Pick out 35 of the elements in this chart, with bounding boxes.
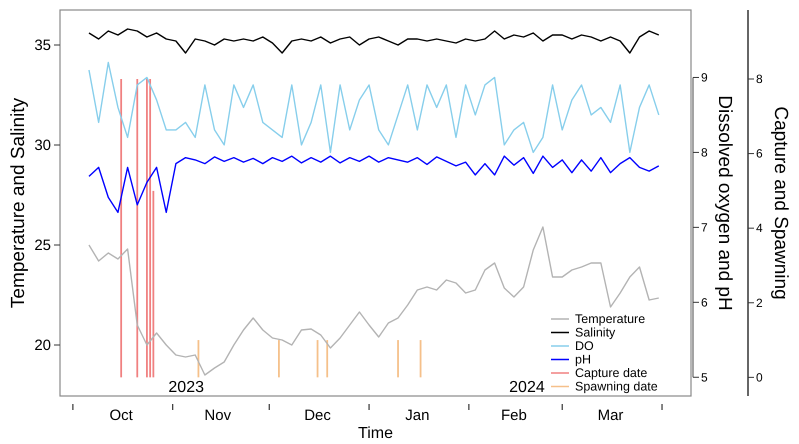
- annotation: 2023: [168, 379, 204, 396]
- y2-tick-label: 6: [701, 295, 708, 310]
- x-tick-label: Jan: [405, 407, 430, 424]
- legend-label: Temperature: [575, 312, 646, 326]
- x-axis-title: Time: [358, 425, 394, 442]
- x-tick-label: Mar: [598, 407, 624, 424]
- line-series: [88, 28, 660, 54]
- line-series: [88, 155, 660, 214]
- y2-tick-label: 7: [701, 220, 708, 234]
- y-tick-label: 30: [34, 137, 51, 154]
- line-series: [88, 62, 660, 154]
- y-tick-label: 20: [34, 337, 51, 354]
- legend-label: Salinity: [575, 326, 616, 340]
- y3-tick-label: 2: [756, 296, 763, 310]
- x-tick-label: Oct: [109, 407, 134, 424]
- legend-label: pH: [575, 352, 591, 366]
- x-tick-label: Feb: [501, 407, 527, 424]
- y3-axis-title: Capture and Spawning: [770, 106, 791, 300]
- legend-label: DO: [575, 339, 594, 353]
- y2-tick-label: 8: [701, 145, 708, 160]
- y-tick-label: 25: [34, 237, 51, 254]
- legend-label: Spawning date: [575, 380, 658, 394]
- y3-tick-label: 6: [756, 146, 763, 161]
- y3-tick-label: 4: [756, 221, 763, 236]
- y-axis-title: Temperature and Salinity: [8, 97, 29, 308]
- y3-tick-label: 0: [756, 370, 763, 384]
- y3-tick-label: 8: [756, 72, 763, 86]
- annotation: 2024: [509, 379, 545, 396]
- legend-label: Capture date: [575, 366, 648, 380]
- y2-tick-label: 5: [701, 370, 708, 384]
- x-tick-label: Dec: [304, 407, 332, 424]
- y2-axis-title: Dissolved oxygen and pH: [714, 95, 735, 311]
- x-tick-label: Nov: [204, 407, 232, 424]
- y2-tick-label: 9: [701, 70, 708, 84]
- y-tick-label: 35: [34, 37, 51, 54]
